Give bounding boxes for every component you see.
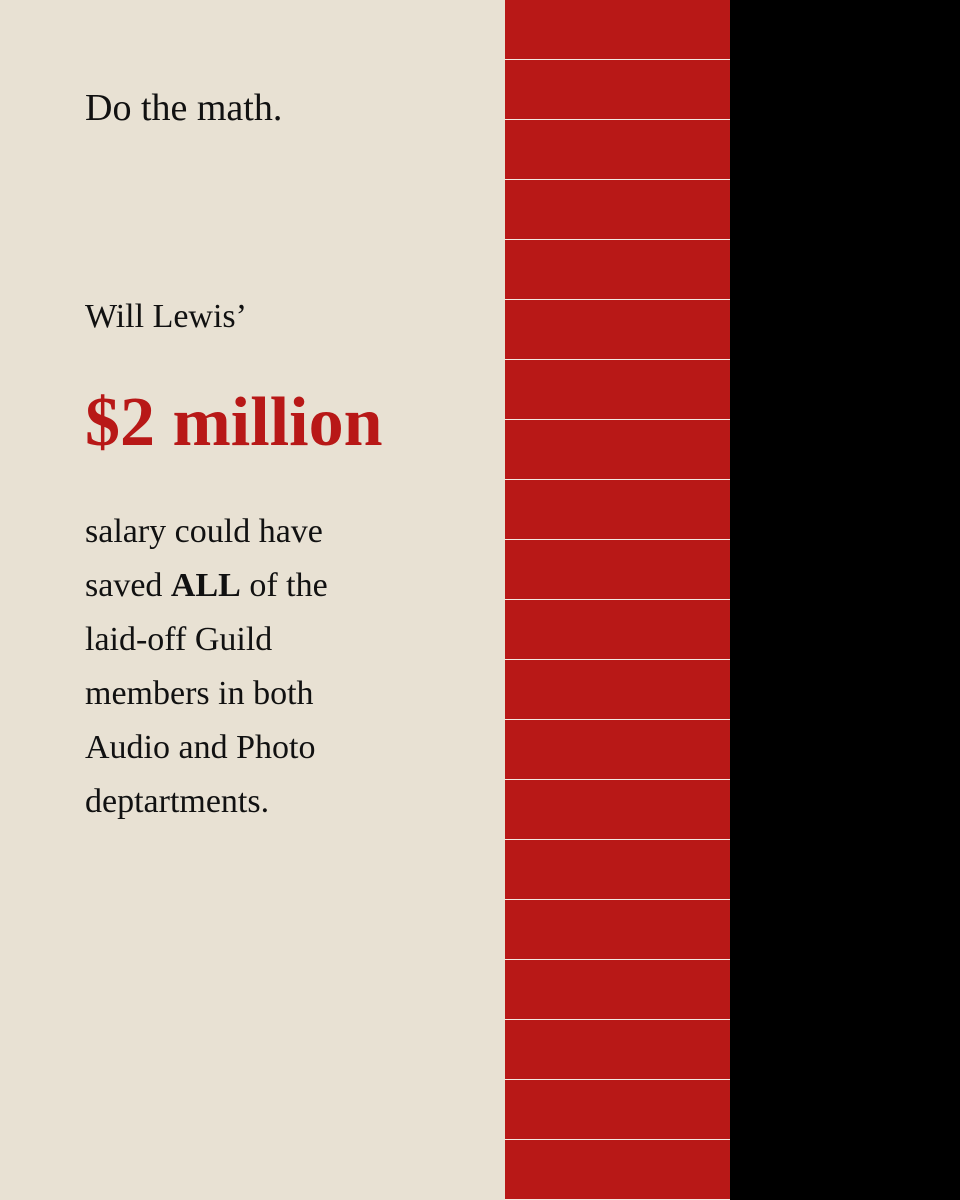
amount: $2 million [85,384,383,461]
text: saved [85,567,163,604]
body-line: laid-off Guild [85,621,273,658]
bold-text: ALL [170,567,241,604]
heading: Do the math. [85,87,283,129]
body-line: salary could have [85,513,323,550]
body-line: Audio and Photo [85,729,316,766]
red-stripes [505,0,730,1200]
body-line: saved ALL of the [85,559,328,613]
body-line: deptartments. [85,783,270,820]
black-panel [730,0,960,1200]
text-panel [0,0,505,1200]
body-line: members in both [85,675,314,712]
lead: Will Lewis’ [85,298,247,335]
text: of the [249,567,328,604]
body-text: salary could have saved ALL of the laid-… [85,505,328,829]
